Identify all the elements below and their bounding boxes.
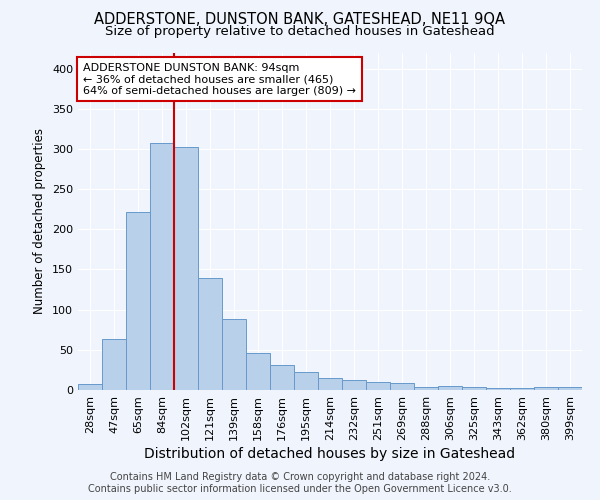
Bar: [126, 212, 150, 390]
Bar: [390, 383, 414, 390]
Bar: [318, 378, 342, 390]
Bar: [462, 387, 486, 390]
Bar: [438, 386, 462, 390]
Bar: [558, 387, 582, 390]
Bar: [102, 338, 126, 390]
Bar: [198, 278, 222, 390]
Bar: [486, 388, 510, 390]
Bar: [222, 320, 246, 390]
Text: ADDERSTONE DUNSTON BANK: 94sqm
← 36% of detached houses are smaller (465)
64% of: ADDERSTONE DUNSTON BANK: 94sqm ← 36% of …: [83, 62, 356, 96]
X-axis label: Distribution of detached houses by size in Gateshead: Distribution of detached houses by size …: [145, 447, 515, 461]
Bar: [342, 380, 366, 390]
Bar: [414, 387, 438, 390]
Bar: [294, 372, 318, 390]
Bar: [150, 144, 174, 390]
Bar: [270, 365, 294, 390]
Bar: [246, 353, 270, 390]
Text: Contains HM Land Registry data © Crown copyright and database right 2024.
Contai: Contains HM Land Registry data © Crown c…: [88, 472, 512, 494]
Y-axis label: Number of detached properties: Number of detached properties: [34, 128, 46, 314]
Bar: [174, 148, 198, 390]
Bar: [510, 388, 534, 390]
Bar: [366, 382, 390, 390]
Bar: [534, 387, 558, 390]
Text: ADDERSTONE, DUNSTON BANK, GATESHEAD, NE11 9QA: ADDERSTONE, DUNSTON BANK, GATESHEAD, NE1…: [95, 12, 505, 28]
Text: Size of property relative to detached houses in Gateshead: Size of property relative to detached ho…: [105, 25, 495, 38]
Bar: [78, 384, 102, 390]
